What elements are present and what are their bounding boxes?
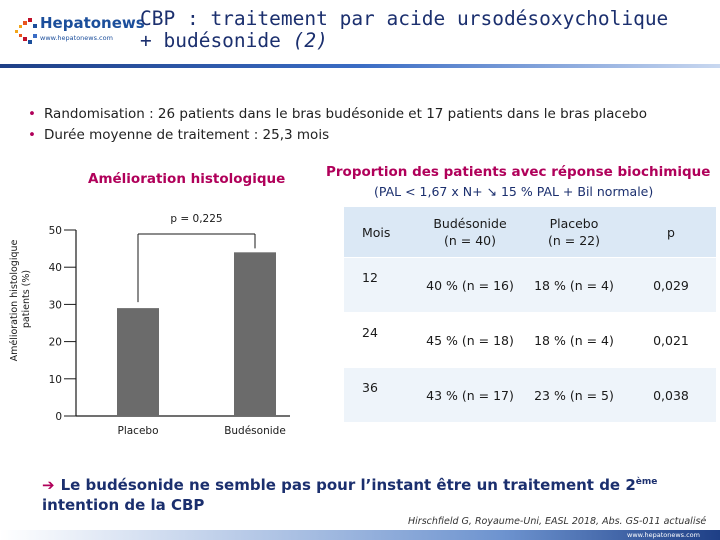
p-value-bracket: p = 0,225	[137, 213, 256, 303]
table-cell: 23 % (n = 5)	[522, 367, 626, 423]
page-title: CBP : traitement par acide ursodésoxycho…	[140, 8, 668, 52]
bar	[117, 308, 159, 416]
x-tick-label: Budésonide	[224, 425, 286, 437]
table-header-row: Mois Budésonide (n = 40) Placebo (n = 22…	[344, 207, 716, 258]
hepatonews-logo: Hepatonews www.hepatonews.com	[14, 12, 145, 52]
table-cell: 0,038	[626, 367, 716, 423]
y-tick-label: 40	[49, 262, 62, 274]
column-header-p: p	[626, 207, 716, 258]
bars: Placebo Budésonide	[117, 252, 286, 437]
conclusion-superscript: ème	[635, 477, 658, 487]
reference-citation: Hirschfield G, Royaume-Uni, EASL 2018, A…	[408, 516, 707, 527]
table-cell: 24	[344, 312, 418, 368]
conclusion-text: Le budésonide ne semble pas pour l’insta…	[60, 476, 636, 494]
table-cell: 18 % (n = 4)	[522, 257, 626, 313]
table-cell: 18 % (n = 4)	[522, 312, 626, 368]
table-row: 36 43 % (n = 17) 23 % (n = 5) 0,038	[344, 367, 716, 423]
bullet-item: • Durée moyenne de traitement : 25,3 mois	[28, 125, 647, 146]
footer-url: www.hepatonews.com	[627, 531, 700, 539]
histology-bar-chart: Amélioration histologique patients (%) 0…	[9, 213, 290, 437]
table-row: 24 45 % (n = 18) 18 % (n = 4) 0,021	[344, 312, 716, 368]
y-tick-label: 10	[49, 374, 62, 386]
logo-mark-icon	[15, 18, 37, 44]
title-suffix: (2)	[292, 29, 328, 52]
logo-url: www.hepatonews.com	[40, 34, 113, 42]
bullet-text: Durée moyenne de traitement : 25,3 mois	[43, 127, 330, 143]
bar	[234, 252, 276, 416]
y-tick-label: 20	[49, 337, 62, 349]
y-axis-label: Amélioration histologique patients (%)	[9, 237, 32, 362]
p-value-label: p = 0,225	[170, 213, 222, 225]
bullet-item: • Randomisation : 26 patients dans le bra…	[28, 104, 647, 125]
table-cell: 43 % (n = 17)	[418, 367, 522, 423]
biochemical-section-title: Proportion des patients avec réponse bio…	[326, 164, 711, 180]
bullet-list: • Randomisation : 26 patients dans le bra…	[28, 104, 647, 146]
title-line-2-text: + budésonide	[140, 29, 281, 52]
header: Hepatonews www.hepatonews.com CBP : trai…	[0, 0, 720, 62]
y-tick-label: 30	[49, 299, 62, 311]
table-cell: 0,029	[626, 257, 716, 313]
title-line-2: + budésonide (2)	[140, 30, 668, 52]
table-cell: 45 % (n = 18)	[418, 312, 522, 368]
header-divider	[0, 64, 720, 68]
table-cell: 0,021	[626, 312, 716, 368]
header-placebo-text: Placebo (n = 22)	[547, 216, 600, 248]
conclusion-line-2: intention de la CBP	[42, 496, 205, 514]
header-mois-text: Mois	[362, 224, 391, 240]
bullet-text: Randomisation : 26 patients dans le bras…	[43, 106, 647, 122]
conclusion-line-1: ➔ Le budésonide ne semble pas pour l’inst…	[42, 472, 702, 495]
logo-text: Hepatonews	[40, 14, 145, 32]
table-cell: 36	[344, 367, 418, 423]
header-p-text: p	[667, 224, 675, 240]
table-cell: 12	[344, 257, 418, 313]
column-header-budesonide: Budésonide (n = 40)	[418, 207, 522, 258]
biochemical-response-table: Mois Budésonide (n = 40) Placebo (n = 22…	[344, 207, 716, 423]
histology-section-title: Amélioration histologique	[88, 171, 286, 187]
y-tick-label: 50	[49, 225, 62, 237]
column-header-placebo: Placebo (n = 22)	[522, 207, 626, 258]
conclusion: ➔ Le budésonide ne semble pas pour l’inst…	[42, 472, 702, 515]
footer-bar	[0, 530, 720, 540]
table-cell: 40 % (n = 16)	[418, 257, 522, 313]
title-line-1: CBP : traitement par acide ursodésoxycho…	[140, 7, 669, 30]
biochemical-criteria: (PAL < 1,67 x N+ ↘ 15 % PAL + Bil normal…	[374, 184, 654, 199]
y-axis: 0 10 20 30 40 50	[49, 225, 290, 423]
y-tick-label: 0	[55, 411, 62, 423]
bullet-dot-icon: •	[28, 106, 36, 122]
column-header-mois: Mois	[344, 207, 418, 258]
arrow-right-icon: ➔	[42, 476, 55, 494]
header-budesonide-text: Budésonide (n = 40)	[433, 216, 507, 248]
table-row: 12 40 % (n = 16) 18 % (n = 4) 0,029	[344, 257, 716, 313]
bullet-dot-icon: •	[28, 127, 36, 143]
x-tick-label: Placebo	[117, 425, 158, 437]
